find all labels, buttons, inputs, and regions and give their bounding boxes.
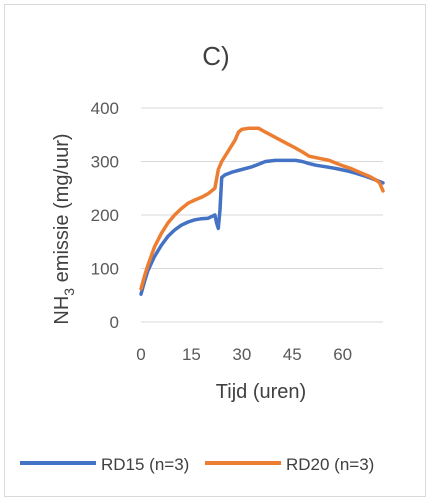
- y-tick-labels: 0 100 200 300 400: [91, 99, 119, 332]
- y-axis-title-main: NH: [51, 296, 73, 325]
- x-tick-label: 60: [333, 345, 352, 364]
- y-axis-title-subscript: 3: [61, 288, 77, 296]
- y-tick-label: 300: [91, 153, 119, 172]
- y-axis-title-rest: emissie (mg/uur): [51, 133, 73, 287]
- x-tick-label: 0: [136, 345, 145, 364]
- y-tick-label: 0: [110, 313, 119, 332]
- chart-frame: [4, 4, 426, 497]
- series-lines: [139, 126, 385, 296]
- x-tick-label: 30: [232, 345, 251, 364]
- gridlines: [141, 107, 383, 323]
- x-axis-title: Tijd (uren): [216, 381, 306, 403]
- x-tick-label: 45: [283, 345, 302, 364]
- legend: RD15 (n=3) RD20 (n=3): [20, 455, 374, 474]
- y-tick-label: 200: [91, 206, 119, 225]
- x-tick-labels: 0 15 30 45 60: [136, 345, 352, 364]
- legend-label-rd20: RD20 (n=3): [286, 455, 374, 474]
- x-tick-label: 15: [182, 345, 201, 364]
- y-tick-label: 400: [91, 99, 119, 118]
- series-line-rd20: [139, 126, 385, 291]
- chart-title: C): [202, 41, 229, 71]
- series-line-rd15: [139, 158, 385, 296]
- legend-label-rd15: RD15 (n=3): [101, 455, 189, 474]
- y-axis-title: NH3 emissie (mg/uur): [51, 133, 77, 324]
- y-tick-label: 100: [91, 260, 119, 279]
